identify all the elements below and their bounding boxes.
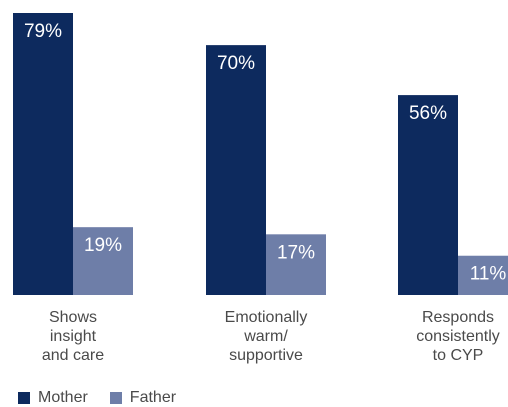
- legend-swatch-father: [109, 392, 122, 404]
- bar-father-0: [73, 227, 133, 295]
- legend: Mother Father: [18, 389, 198, 407]
- data-label-mother-0: 79%: [24, 21, 62, 42]
- bar-father-2: [458, 255, 508, 295]
- legend-item-father: Father: [109, 389, 177, 407]
- legend-swatch-mother: [18, 392, 30, 404]
- legend-label-father: Father: [129, 389, 177, 406]
- category-label-1: Emotionally warm/supportive: [225, 309, 308, 364]
- legend-label-mother: Mother: [38, 389, 88, 406]
- data-label-mother-2: 56%: [409, 103, 447, 124]
- data-label-mother-1: 70%: [217, 53, 255, 74]
- category-label-0: Shows insight and care: [42, 309, 104, 364]
- bar-mother-1: [206, 45, 266, 295]
- bar-mother-2: [398, 95, 458, 296]
- bar-mother-0: [13, 13, 73, 295]
- bar-father-1: [266, 234, 326, 295]
- data-label-father-1: 17%: [277, 242, 315, 263]
- category-label-2: Responds consistently to CYP: [416, 309, 500, 364]
- legend-item-mother: Mother: [18, 389, 88, 407]
- data-label-father-2: 11%: [470, 264, 507, 285]
- data-label-father-0: 19%: [84, 235, 122, 256]
